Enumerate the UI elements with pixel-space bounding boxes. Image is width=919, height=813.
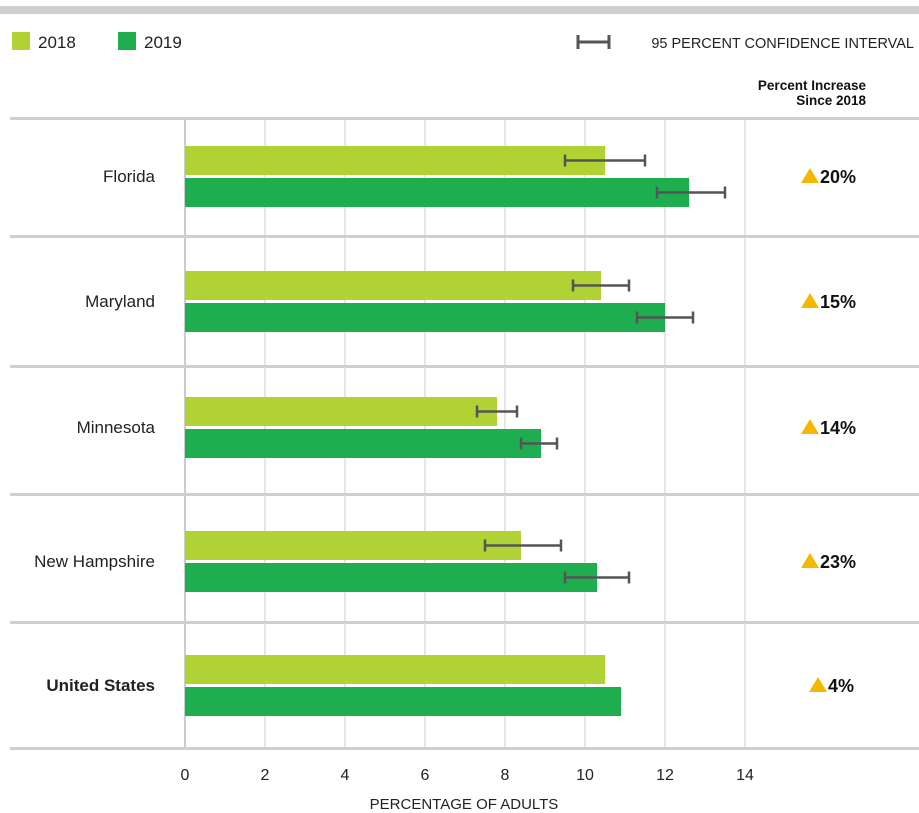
row-separator: [10, 365, 919, 368]
x-tick-label: 4: [341, 767, 350, 784]
legend-label-2018: 2018: [38, 33, 76, 52]
x-tick-label: 0: [181, 767, 190, 784]
up-arrow-icon: [801, 293, 819, 308]
category-label: United States: [46, 676, 155, 695]
x-tick-label: 6: [421, 767, 430, 784]
x-axis-label: PERCENTAGE OF ADULTS: [370, 796, 559, 813]
ci-legend: 95 PERCENT CONFIDENCE INTERVAL: [576, 35, 914, 52]
x-tick-label: 10: [576, 767, 594, 784]
error-bars: [475, 154, 727, 584]
row-separators: [10, 117, 919, 750]
bar-2018: [185, 271, 601, 300]
up-arrow-icon: [809, 677, 827, 692]
row-separator: [10, 235, 919, 238]
category-label: New Hampshire: [34, 552, 155, 571]
increase-header-line1: Percent Increase: [758, 78, 867, 93]
x-tick-label: 12: [656, 767, 674, 784]
percent-increase-value: 23%: [820, 552, 856, 572]
row-separator: [10, 621, 919, 624]
bar-2018: [185, 655, 605, 684]
row-separator: [10, 493, 919, 496]
bar-2019: [185, 178, 689, 207]
legend-swatch-2019: [118, 32, 136, 50]
percent-increase-value: 14%: [820, 418, 856, 438]
x-tick-labels: 0 2 4 6 8 10 12 14: [181, 767, 754, 784]
row-separator: [10, 117, 919, 120]
bar-2019: [185, 429, 541, 458]
x-tick-label: 2: [261, 767, 270, 784]
up-arrow-icon: [801, 419, 819, 434]
percent-increase-value: 20%: [820, 167, 856, 187]
ci-legend-label: 95 PERCENT CONFIDENCE INTERVAL: [651, 36, 914, 52]
percent-increase-value: 4%: [828, 676, 854, 696]
percent-increase-value: 15%: [820, 292, 856, 312]
row-separator: [10, 747, 919, 750]
category-label: Maryland: [85, 292, 155, 311]
bars: [185, 146, 689, 716]
legend-label-2019: 2019: [144, 33, 182, 52]
up-arrow-icon: [801, 168, 819, 183]
x-tick-label: 8: [501, 767, 510, 784]
bar-2018: [185, 397, 497, 426]
legend: 2018 2019: [12, 32, 182, 52]
percent-increase-column: 20% 15% 14% 23% 4%: [801, 167, 856, 696]
bar-2018: [185, 531, 521, 560]
category-label: Florida: [103, 167, 156, 186]
bar-2018: [185, 146, 605, 175]
bar-2019: [185, 687, 621, 716]
top-rule: [0, 6, 919, 14]
bar-2019: [185, 303, 665, 332]
category-labels: Florida Maryland Minnesota New Hampshire Uni…: [34, 167, 155, 695]
category-label: Minnesota: [77, 418, 156, 437]
bar-2019: [185, 563, 597, 592]
up-arrow-icon: [801, 553, 819, 568]
legend-swatch-2018: [12, 32, 30, 50]
increase-header-line2: Since 2018: [796, 93, 866, 108]
x-tick-label: 14: [736, 767, 754, 784]
